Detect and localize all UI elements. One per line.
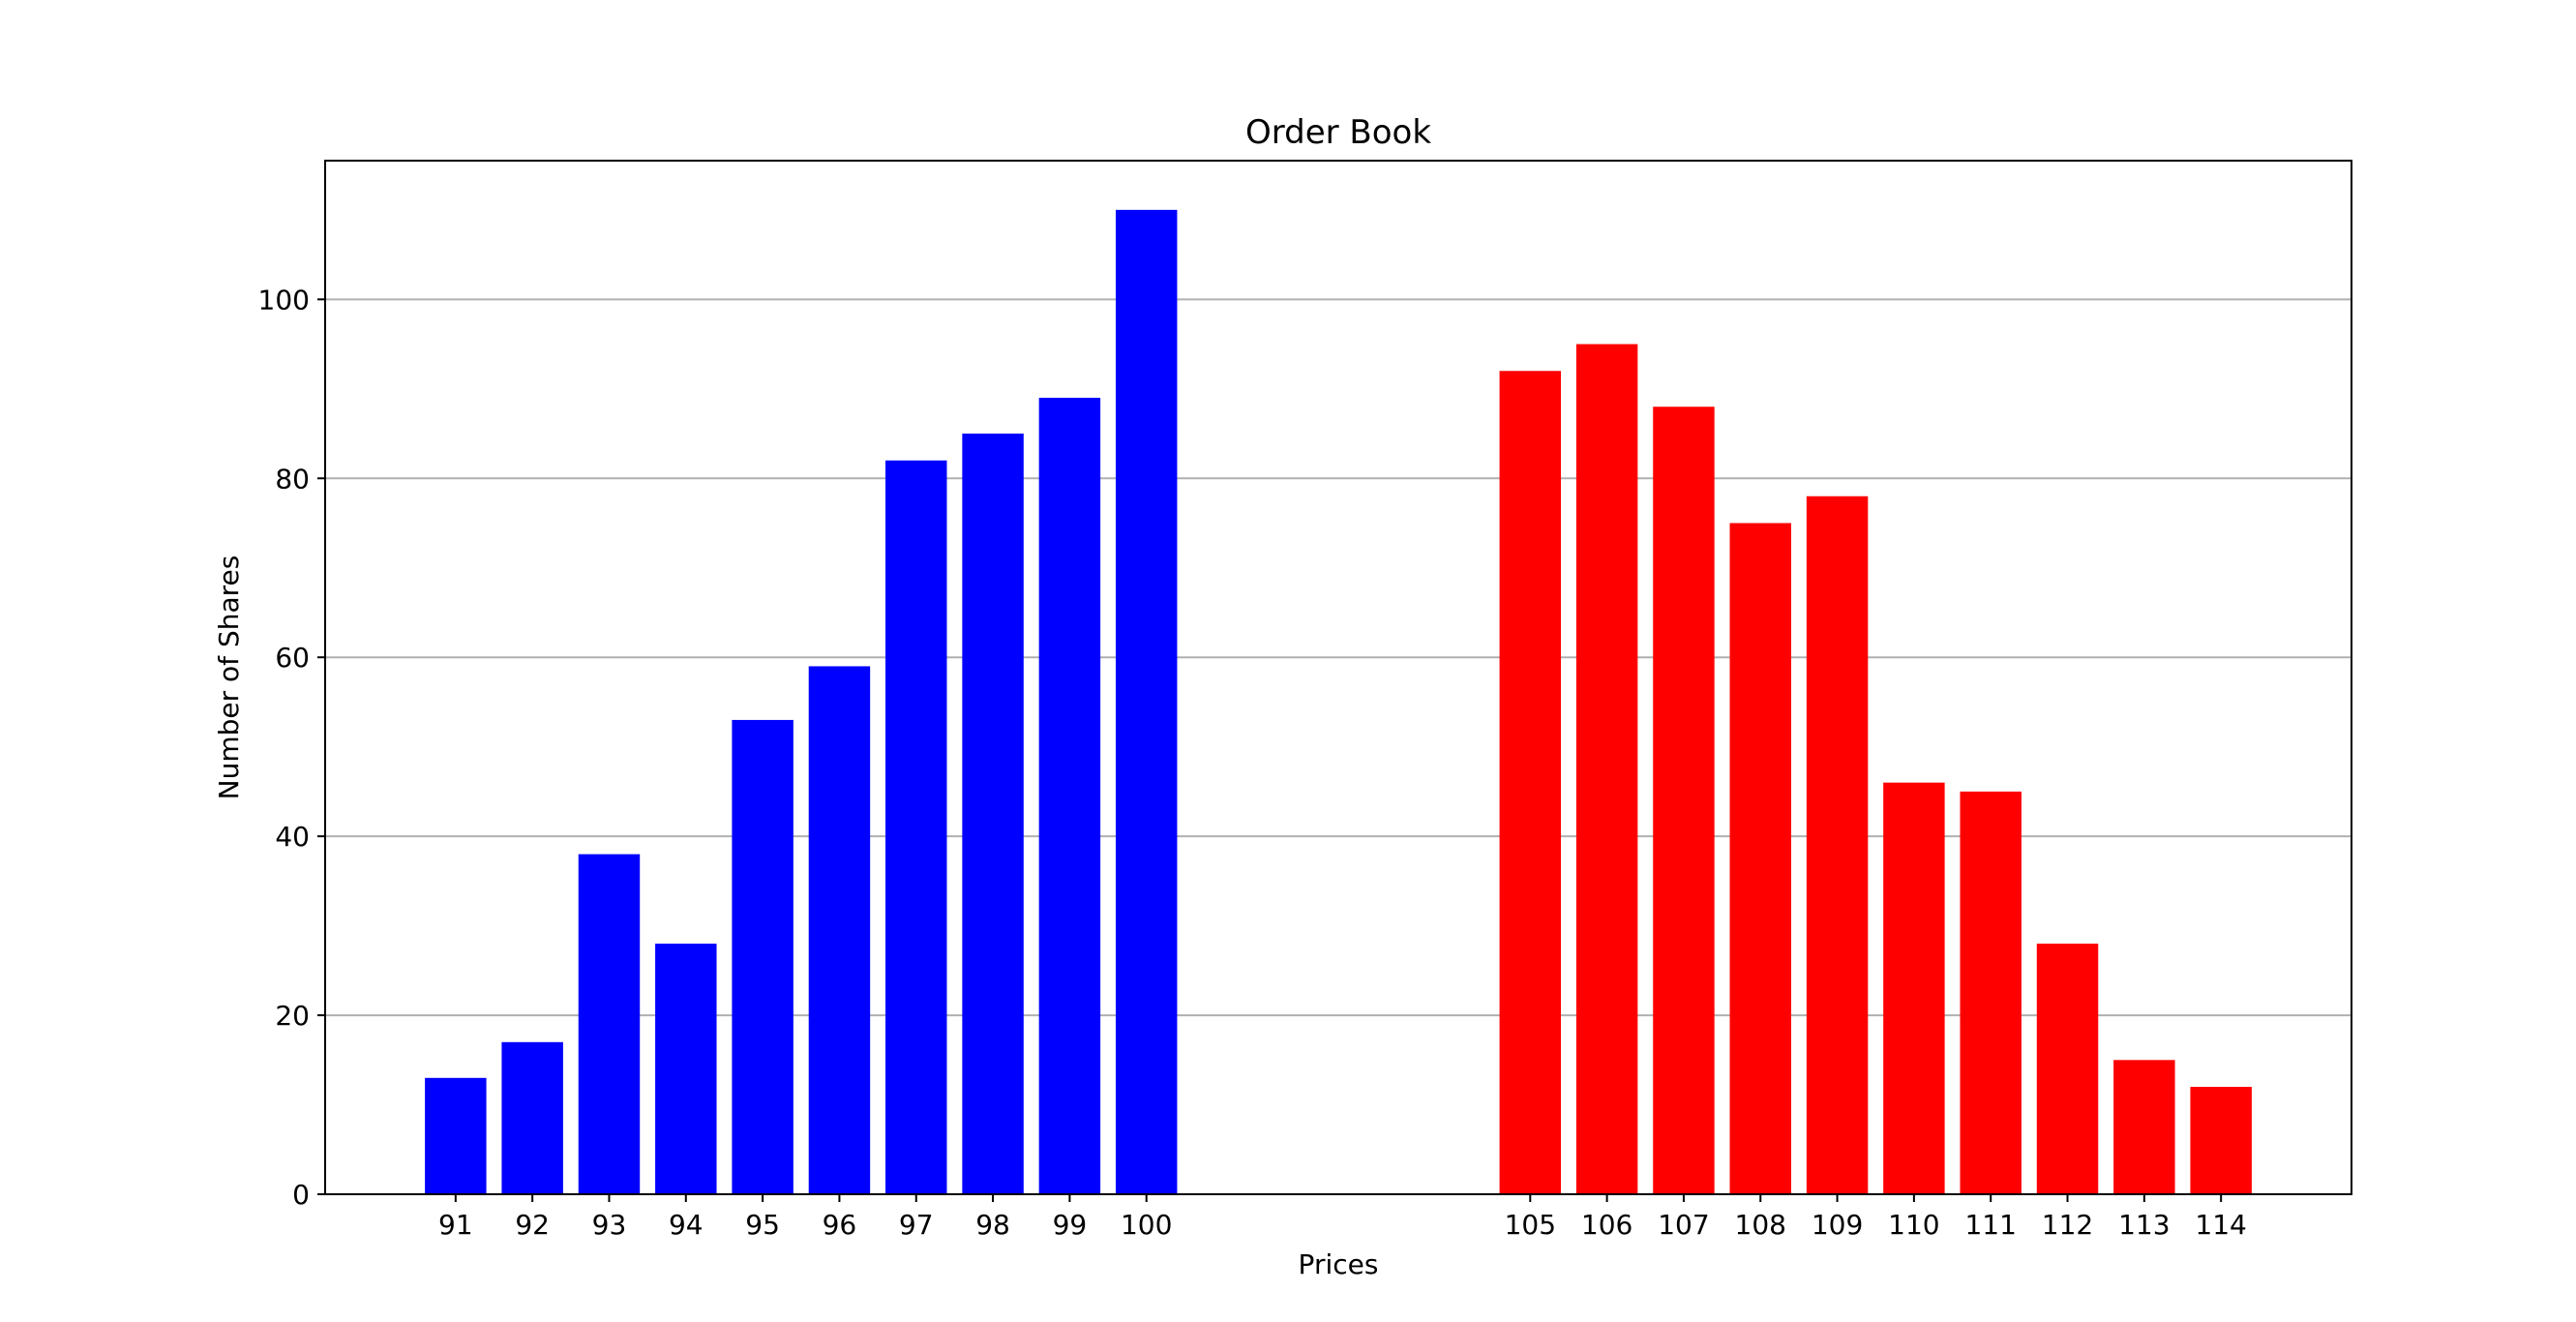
x-axis-label: Prices bbox=[1299, 1248, 1379, 1280]
x-tick-label: 97 bbox=[899, 1209, 934, 1241]
bar-95 bbox=[732, 719, 794, 1194]
x-tick-label: 114 bbox=[2195, 1209, 2246, 1241]
bar-105 bbox=[1499, 371, 1562, 1194]
bar-96 bbox=[808, 666, 871, 1194]
bar-106 bbox=[1575, 344, 1638, 1194]
bar-109 bbox=[1806, 496, 1869, 1194]
bar-98 bbox=[962, 434, 1024, 1194]
y-axis-label: Number of Shares bbox=[213, 556, 245, 800]
bar-94 bbox=[655, 944, 717, 1194]
y-tick-label: 40 bbox=[275, 821, 310, 853]
bar-92 bbox=[501, 1041, 563, 1194]
x-tick-label: 98 bbox=[975, 1209, 1010, 1241]
bar-97 bbox=[885, 460, 947, 1194]
bar-112 bbox=[2036, 944, 2099, 1194]
x-tick-label: 100 bbox=[1121, 1209, 1172, 1241]
x-tick-label: 109 bbox=[1812, 1209, 1863, 1241]
chart-title: Order Book bbox=[1245, 113, 1431, 152]
y-tick-label: 0 bbox=[292, 1179, 310, 1211]
y-tick-label: 20 bbox=[275, 1000, 310, 1032]
bar-111 bbox=[1960, 791, 2022, 1194]
x-tick-label: 93 bbox=[592, 1209, 627, 1241]
x-tick-label: 110 bbox=[1888, 1209, 1939, 1241]
y-tick-label: 60 bbox=[275, 642, 310, 674]
bar-114 bbox=[2190, 1087, 2252, 1194]
x-tick-label: 94 bbox=[669, 1209, 704, 1241]
bar-91 bbox=[425, 1077, 487, 1194]
axis-ticks: 0 20 40 60 80 100 91 92 93 94 95 96 97 98 99 100 105 106 1… bbox=[258, 284, 2247, 1241]
bar-99 bbox=[1038, 398, 1101, 1195]
plot-frame bbox=[324, 160, 2352, 1195]
x-tick-label: 111 bbox=[1964, 1209, 2016, 1241]
x-tick-label: 108 bbox=[1735, 1209, 1786, 1241]
y-tick-label: 80 bbox=[275, 463, 310, 495]
x-tick-label: 113 bbox=[2118, 1209, 2170, 1241]
x-tick-label: 95 bbox=[745, 1209, 780, 1241]
x-tick-label: 107 bbox=[1658, 1209, 1709, 1241]
bar-100 bbox=[1115, 209, 1178, 1194]
x-tick-label: 92 bbox=[515, 1209, 550, 1241]
bar-107 bbox=[1653, 406, 1715, 1194]
bar-108 bbox=[1729, 523, 1791, 1194]
x-tick-label: 99 bbox=[1053, 1209, 1088, 1241]
y-tick-label: 100 bbox=[258, 284, 310, 315]
bar-93 bbox=[578, 854, 641, 1194]
x-tick-label: 91 bbox=[438, 1209, 473, 1241]
x-tick-label: 105 bbox=[1505, 1209, 1556, 1241]
x-tick-label: 96 bbox=[823, 1209, 857, 1241]
bar-113 bbox=[2113, 1060, 2175, 1194]
bars bbox=[425, 209, 2252, 1195]
x-tick-label: 106 bbox=[1581, 1209, 1632, 1241]
bar-110 bbox=[1883, 782, 1945, 1194]
x-tick-label: 112 bbox=[2042, 1209, 2093, 1241]
